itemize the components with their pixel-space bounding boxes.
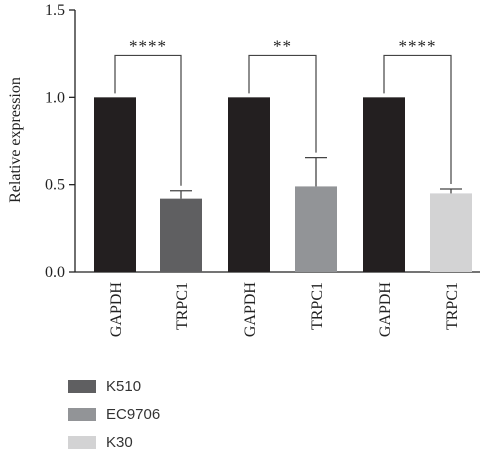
significance-brackets: **** ** **** [114, 36, 452, 186]
legend-swatch [68, 379, 96, 393]
x-tick-labels: GAPDH TRPC1 GAPDH TRPC1 GAPDH TRPC1 [108, 282, 461, 338]
y-tick-label-0: 0.0 [45, 264, 65, 281]
sig-bracket-2 [383, 54, 452, 185]
bars [94, 97, 472, 272]
legend-label: K30 [106, 433, 133, 451]
sig-bracket-0 [114, 54, 182, 186]
sig-label-1: ** [273, 36, 292, 55]
error-bars [170, 156, 462, 199]
bar-chart: 0.00.51.01.5 **** ** **** GAPDH TRPC1 GAPDH T… [7, 2, 480, 338]
legend: K510 EC9706 K30 [68, 372, 160, 456]
y-tick-label-2: 1.0 [45, 89, 65, 106]
x-tick-label-0: GAPDH [108, 282, 125, 338]
x-tick-label-1: TRPC1 [174, 282, 191, 330]
y-tick-label-3: 1.5 [45, 2, 65, 19]
legend-swatch [68, 407, 96, 421]
legend-swatch [68, 435, 96, 449]
legend-label: EC9706 [106, 405, 161, 423]
bar-2 [228, 97, 270, 272]
axes: 0.0 0.5 1.0 1.5 [45, 2, 480, 281]
bar-0 [94, 97, 136, 272]
y-tick-label-1: 0.5 [45, 177, 65, 194]
bar-1 [160, 198, 202, 272]
sig-bracket-1 [248, 54, 317, 153]
x-tick-label-4: GAPDH [377, 282, 394, 338]
legend-label: K510 [106, 377, 142, 395]
x-tick-label-5: TRPC1 [444, 282, 461, 330]
x-tick-label-2: GAPDH [242, 282, 259, 338]
sig-label-2: **** [399, 36, 437, 55]
y-axis-title: Relative expression [7, 77, 24, 203]
bar-3 [295, 186, 337, 272]
bar-4 [363, 97, 405, 272]
legend-item-k510: K510 [68, 372, 160, 400]
legend-item-k30: K30 [68, 428, 160, 456]
x-tick-label-3: TRPC1 [309, 282, 326, 330]
bar-5 [430, 193, 472, 272]
sig-label-0: **** [129, 36, 167, 55]
legend-item-ec9706: EC9706 [68, 400, 160, 428]
